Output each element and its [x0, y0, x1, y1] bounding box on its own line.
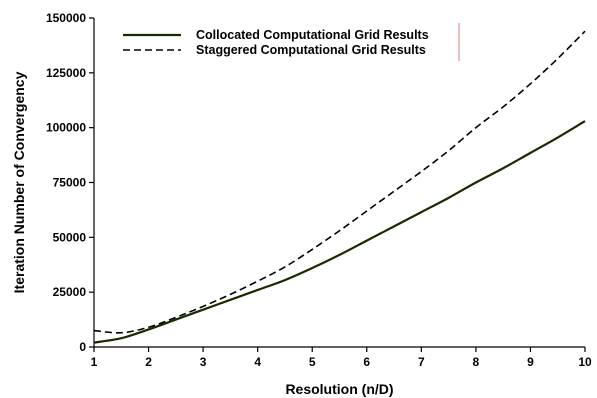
- x-tick-label: 7: [418, 355, 425, 369]
- x-tick-label: 6: [363, 355, 370, 369]
- y-axis-title: Iteration Number of Convergency: [11, 71, 27, 293]
- series-line-collocated: [93, 120, 586, 344]
- legend: Collocated Computational Grid Results St…: [123, 23, 460, 61]
- x-tick-label: 2: [145, 355, 152, 369]
- x-tick-label: 8: [473, 355, 480, 369]
- x-tick-label: 10: [578, 355, 592, 369]
- series-layer: [93, 30, 586, 344]
- y-ticks: 0 25000 50000 75000 100000 125000 150000: [46, 11, 94, 354]
- plot-area: 0 25000 50000 75000 100000 125000 150000 1 2 3 4 5…: [46, 11, 592, 369]
- x-ticks: 1 2 3 4 5 6 7 8 9 10: [91, 347, 592, 369]
- legend-label-staggered: Staggered Computational Grid Results: [196, 43, 426, 57]
- y-tick-label: 125000: [46, 66, 86, 80]
- x-axis-title: Resolution (n/D): [285, 381, 393, 397]
- y-tick-label: 50000: [53, 230, 87, 244]
- series-line-staggered: [93, 30, 586, 334]
- y-tick-label: 75000: [53, 176, 87, 190]
- x-tick-label: 1: [91, 355, 98, 369]
- y-tick-label: 0: [79, 340, 86, 354]
- legend-label-collocated: Collocated Computational Grid Results: [196, 28, 429, 42]
- x-tick-label: 5: [309, 355, 316, 369]
- x-tick-label: 9: [527, 355, 534, 369]
- x-tick-label: 3: [200, 355, 207, 369]
- y-tick-label: 100000: [46, 121, 86, 135]
- x-tick-label: 4: [254, 355, 261, 369]
- y-tick-label: 25000: [53, 285, 87, 299]
- y-tick-label: 150000: [46, 11, 86, 25]
